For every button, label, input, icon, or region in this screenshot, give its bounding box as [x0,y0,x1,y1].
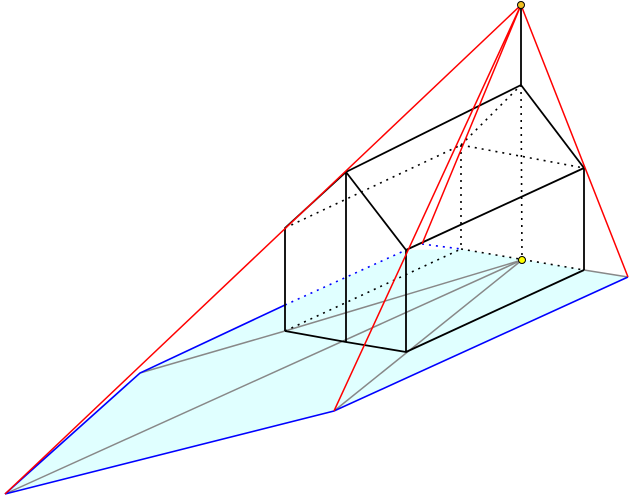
house-visible-edges [284,5,585,353]
projection-lines [4,259,629,495]
foot-point [518,256,526,264]
light-ray [520,4,629,278]
shadow-edge-hidden [421,243,462,250]
light-source-point [517,1,525,9]
light-ray [4,4,522,495]
hidden-edge [460,84,522,146]
projection-line [4,259,523,495]
eave-edge [405,167,585,251]
back-roof-edge [520,84,585,169]
projection-line [333,259,523,412]
hidden-edge [520,84,523,261]
shadow-edge [4,304,286,495]
hidden-edge [460,144,585,169]
light-ray [421,4,522,245]
shadow-region [5,249,628,494]
base-right-edge [405,269,585,353]
house-hidden-edges [284,84,585,332]
shadow-edge-hidden [284,249,407,306]
ridge-edge [345,84,522,173]
hidden-edge [284,248,462,332]
light-ray [333,4,522,412]
hidden-edge [284,144,462,229]
projection-line [583,269,629,278]
projection-line [284,259,523,332]
light-rays [4,4,629,495]
projection-line [139,330,286,374]
